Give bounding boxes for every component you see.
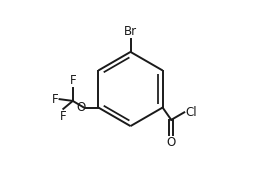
Text: O: O — [76, 101, 85, 114]
Text: O: O — [167, 136, 176, 149]
Text: F: F — [60, 110, 67, 123]
Text: Br: Br — [124, 25, 137, 38]
Text: Cl: Cl — [185, 106, 197, 119]
Text: F: F — [69, 74, 76, 87]
Text: F: F — [52, 93, 59, 106]
